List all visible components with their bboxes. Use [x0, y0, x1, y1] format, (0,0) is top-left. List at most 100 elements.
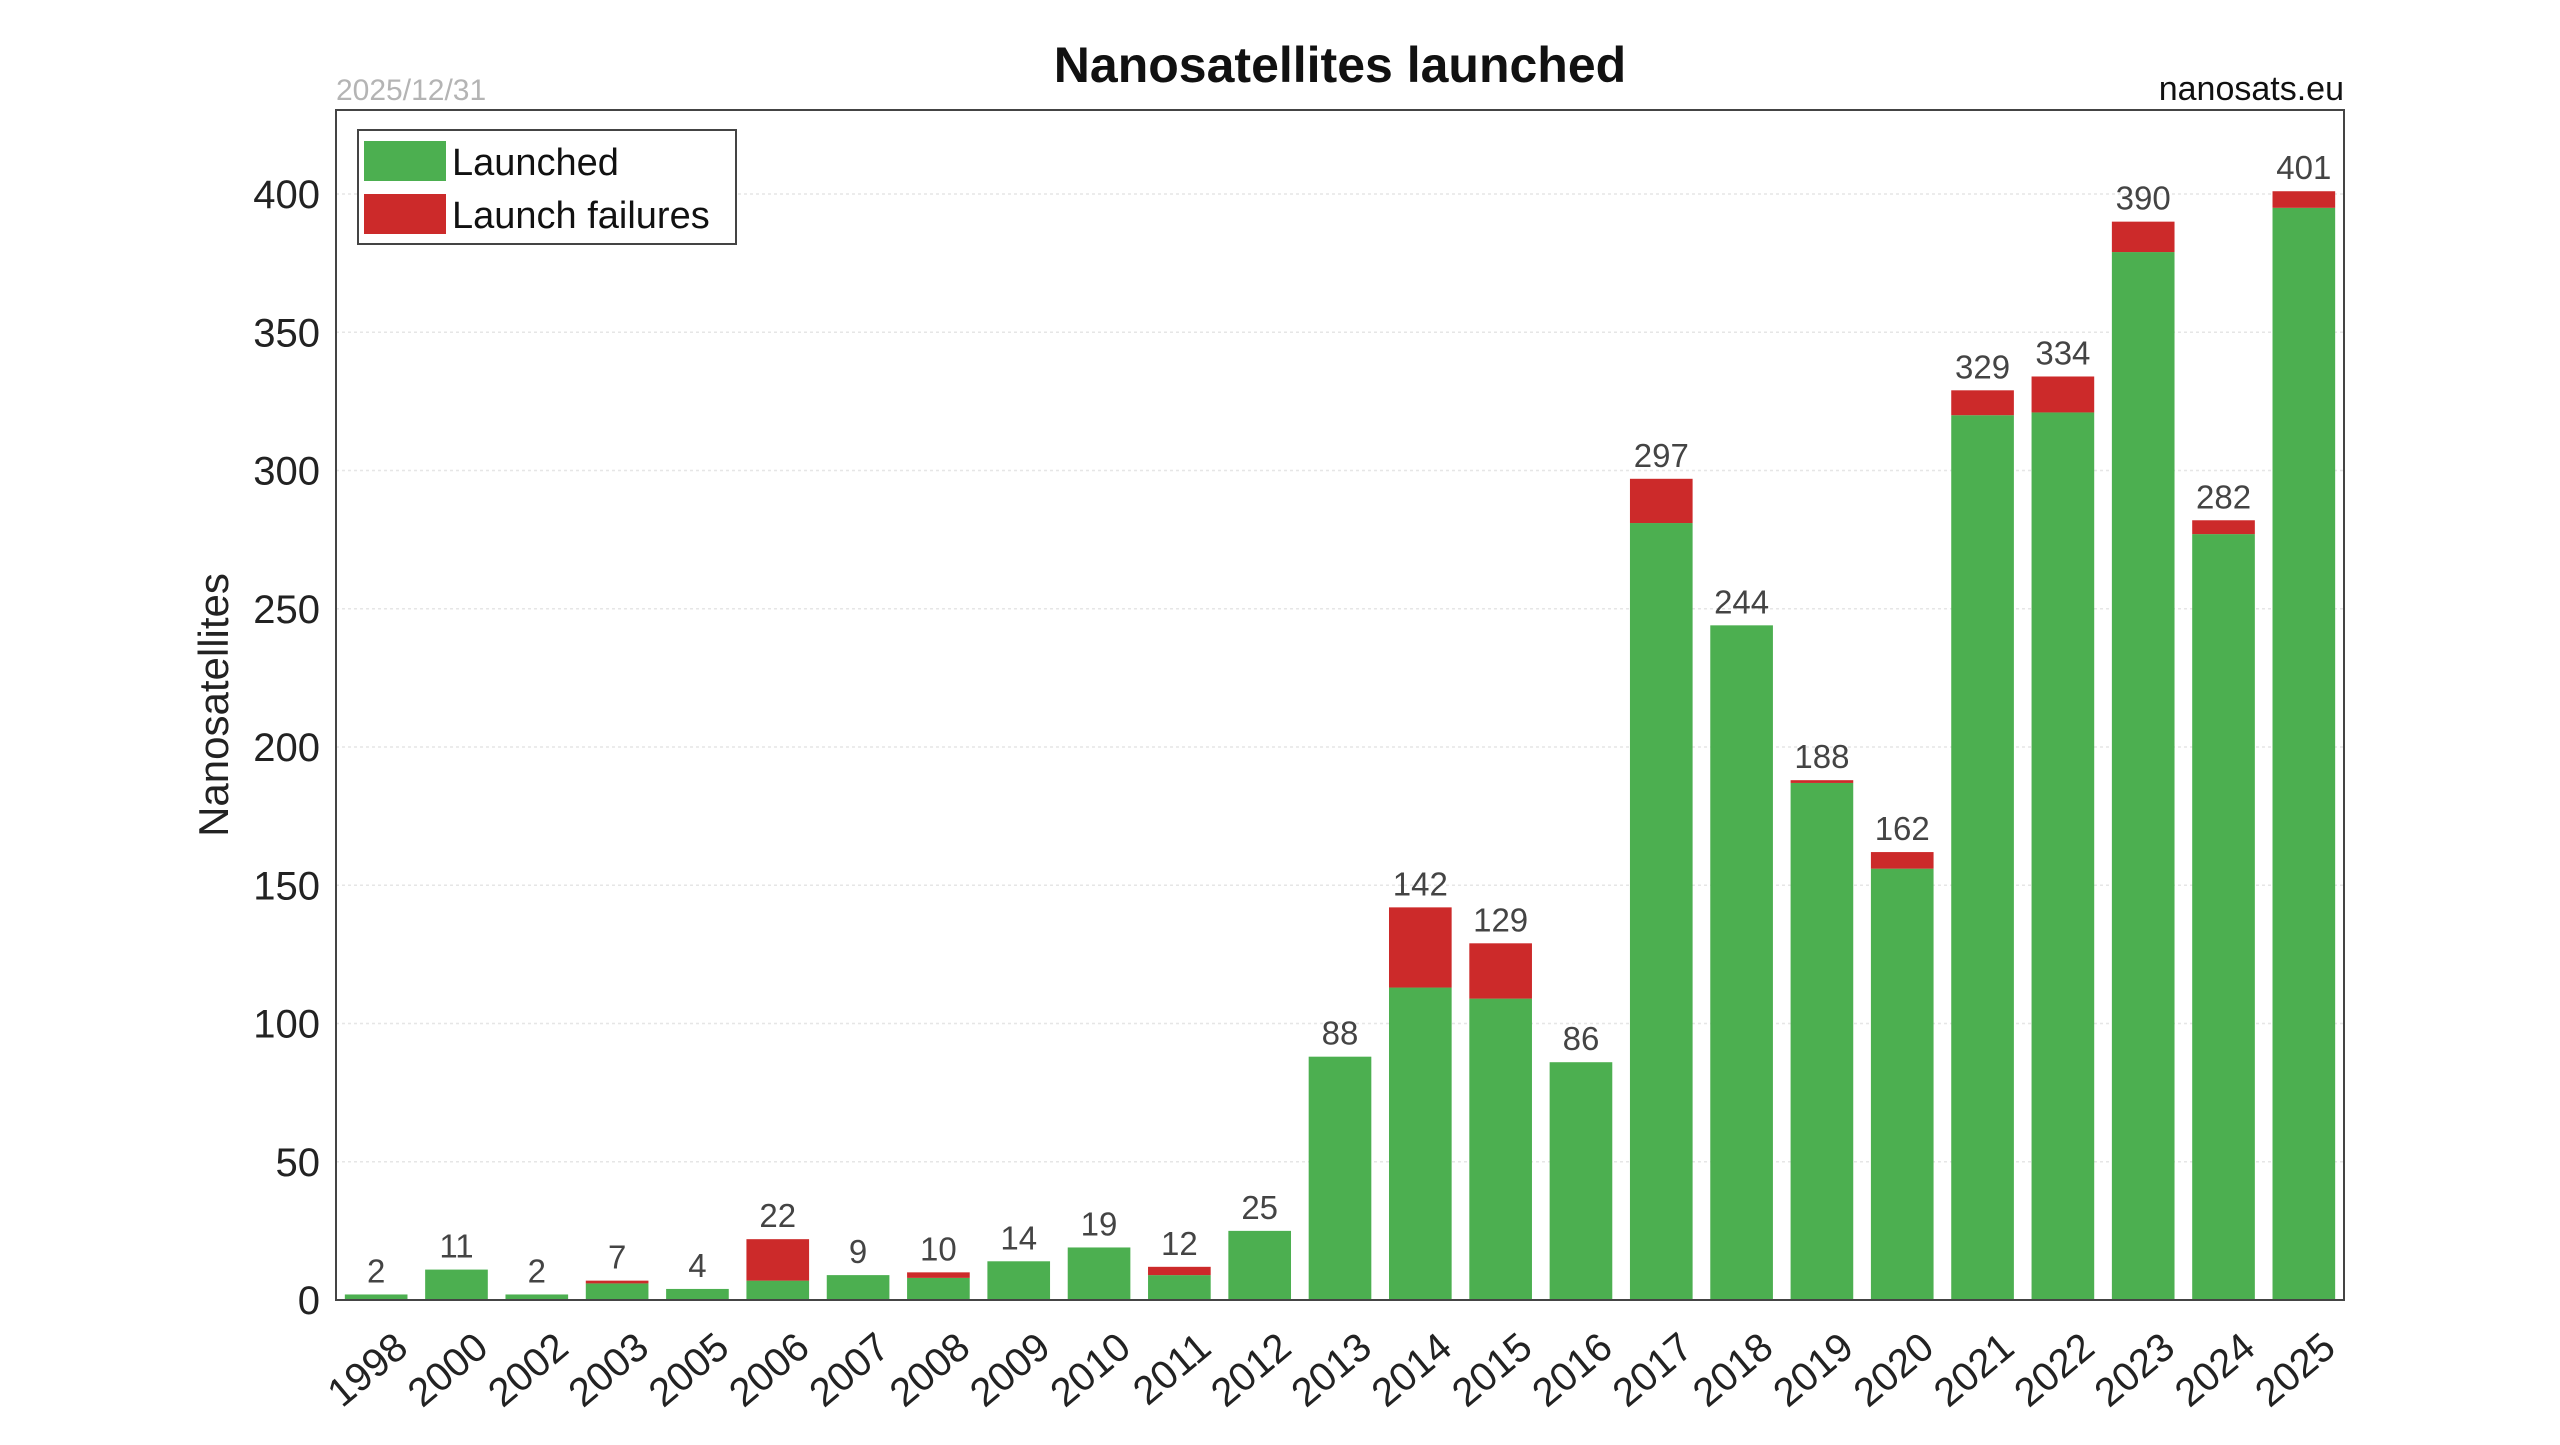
legend-swatch-launch-failures — [364, 194, 446, 234]
bar-launched — [2192, 534, 2255, 1300]
x-tick-label: 2013 — [1283, 1325, 1379, 1416]
x-tick-label: 2010 — [1042, 1325, 1138, 1416]
x-tick-label: 2009 — [962, 1325, 1058, 1416]
bar-launched — [1067, 1247, 1131, 1300]
bar-launched — [505, 1294, 569, 1300]
x-tick-label: 2023 — [2087, 1325, 2183, 1416]
bars-layer — [344, 191, 2336, 1301]
bar-total-label: 2 — [367, 1252, 385, 1289]
x-tick-label: 2008 — [882, 1325, 978, 1416]
bar-total-label: 22 — [759, 1197, 796, 1234]
x-tick-label: 2015 — [1444, 1325, 1540, 1416]
bar-launched — [344, 1294, 408, 1300]
bar-launch-failures — [1790, 780, 1854, 783]
bar-launch-failures — [1629, 478, 1693, 524]
bar-total-label: 162 — [1875, 810, 1930, 847]
bar-launched — [1549, 1062, 1613, 1300]
bar-launch-failures — [2031, 376, 2095, 413]
bar-launched — [2111, 252, 2175, 1301]
x-tick-label: 2003 — [560, 1325, 656, 1416]
chart-title: Nanosatellites launched — [1054, 37, 1626, 93]
bar-total-label: 12 — [1161, 1225, 1198, 1262]
bar-total-label: 188 — [1794, 738, 1849, 775]
x-tick-label: 2005 — [641, 1325, 737, 1416]
bar-launched — [1228, 1230, 1292, 1300]
source-label: nanosats.eu — [2159, 70, 2344, 108]
bar-total-label: 142 — [1393, 865, 1448, 902]
bar-launch-failures — [1469, 943, 1532, 999]
y-tick-label: 100 — [253, 1003, 320, 1047]
bar-total-label: 7 — [608, 1239, 626, 1276]
bar-launched — [907, 1277, 970, 1300]
x-tick-label: 2002 — [480, 1325, 576, 1416]
bar-total-label: 10 — [920, 1230, 957, 1267]
bar-launched — [826, 1275, 890, 1300]
bar-launched — [585, 1283, 649, 1300]
bar-total-label: 88 — [1322, 1015, 1359, 1052]
x-tick-label: 2016 — [1524, 1325, 1620, 1416]
x-tick-label: 2025 — [2247, 1325, 2343, 1416]
bar-launch-failures — [1388, 907, 1452, 988]
x-tick-label: 2020 — [1846, 1325, 1942, 1416]
bar-total-label: 297 — [1634, 437, 1689, 474]
x-tick-label: 2017 — [1605, 1325, 1701, 1416]
bar-total-label: 11 — [439, 1228, 473, 1265]
bar-total-label: 9 — [849, 1233, 867, 1270]
x-tick-label: 2011 — [1125, 1325, 1219, 1414]
date-label: 2025/12/31 — [336, 74, 486, 107]
x-tick-label: 2012 — [1203, 1325, 1299, 1416]
legend-swatch-launched — [364, 141, 446, 181]
bar-launch-failures — [2192, 520, 2255, 535]
x-tick-label: 1998 — [319, 1325, 415, 1416]
bar-total-label: 4 — [688, 1247, 706, 1284]
legend-label-launch-failures: Launch failures — [452, 195, 710, 237]
bar-launch-failures — [1951, 390, 2014, 416]
bar-total-label: 14 — [1000, 1219, 1037, 1256]
bar-total-label: 2 — [528, 1252, 546, 1289]
bar-launch-failures — [585, 1280, 649, 1284]
bar-total-label: 334 — [2035, 334, 2090, 371]
bar-launched — [2272, 207, 2336, 1301]
bar-launch-failures — [1870, 852, 1934, 869]
bar-total-label: 390 — [2116, 180, 2171, 217]
bar-launch-failures — [2111, 221, 2175, 253]
bar-launched — [1790, 782, 1854, 1300]
y-tick-label: 0 — [298, 1279, 320, 1323]
bar-total-label: 129 — [1473, 901, 1528, 938]
x-tick-label: 2006 — [721, 1325, 817, 1416]
bar-total-label: 401 — [2276, 149, 2331, 186]
legend-label-launched: Launched — [452, 142, 619, 184]
x-tick-label: 2007 — [801, 1325, 897, 1416]
x-tick-label: 2024 — [2167, 1325, 2263, 1416]
y-tick-label: 350 — [253, 311, 320, 355]
y-tick-label: 50 — [276, 1141, 321, 1185]
x-tick-label: 2019 — [1765, 1325, 1861, 1416]
bar-launched — [1308, 1056, 1372, 1300]
labels-layer: 2 11 2 7 4 22 9 10 14 19 12 25 88 142 129 86 297 244 188 16… — [367, 149, 2331, 1289]
bar-total-label: 25 — [1241, 1189, 1278, 1226]
y-axis-label: Nanosatellites — [190, 573, 237, 837]
x-tick-label: 2018 — [1685, 1325, 1781, 1416]
y-tick-label: 300 — [253, 450, 320, 494]
bar-total-label: 244 — [1714, 583, 1769, 620]
bar-total-label: 282 — [2196, 478, 2251, 515]
bar-total-label: 329 — [1955, 348, 2010, 385]
bar-launched — [746, 1280, 810, 1300]
bar-launch-failures — [907, 1272, 970, 1278]
bar-launched — [1870, 868, 1934, 1300]
x-tick-label: 2000 — [400, 1325, 496, 1416]
y-tick-label: 400 — [253, 173, 320, 217]
y-tick-label: 250 — [253, 588, 320, 632]
bar-launched — [1951, 415, 2014, 1300]
bar-launched — [1629, 523, 1693, 1300]
y-tick-label: 150 — [253, 864, 320, 908]
x-tick-label: 2022 — [2006, 1325, 2102, 1416]
y-tick-label: 200 — [253, 726, 320, 770]
x-tick-label: 2021 — [1926, 1325, 2022, 1416]
axes-layer: 0 50 100 150 200 250 300 350 400 1998200020022003… — [253, 173, 2343, 1416]
bar-total-label: 86 — [1563, 1020, 1600, 1057]
bar-launched — [425, 1269, 488, 1300]
bar-launched — [1148, 1275, 1211, 1300]
